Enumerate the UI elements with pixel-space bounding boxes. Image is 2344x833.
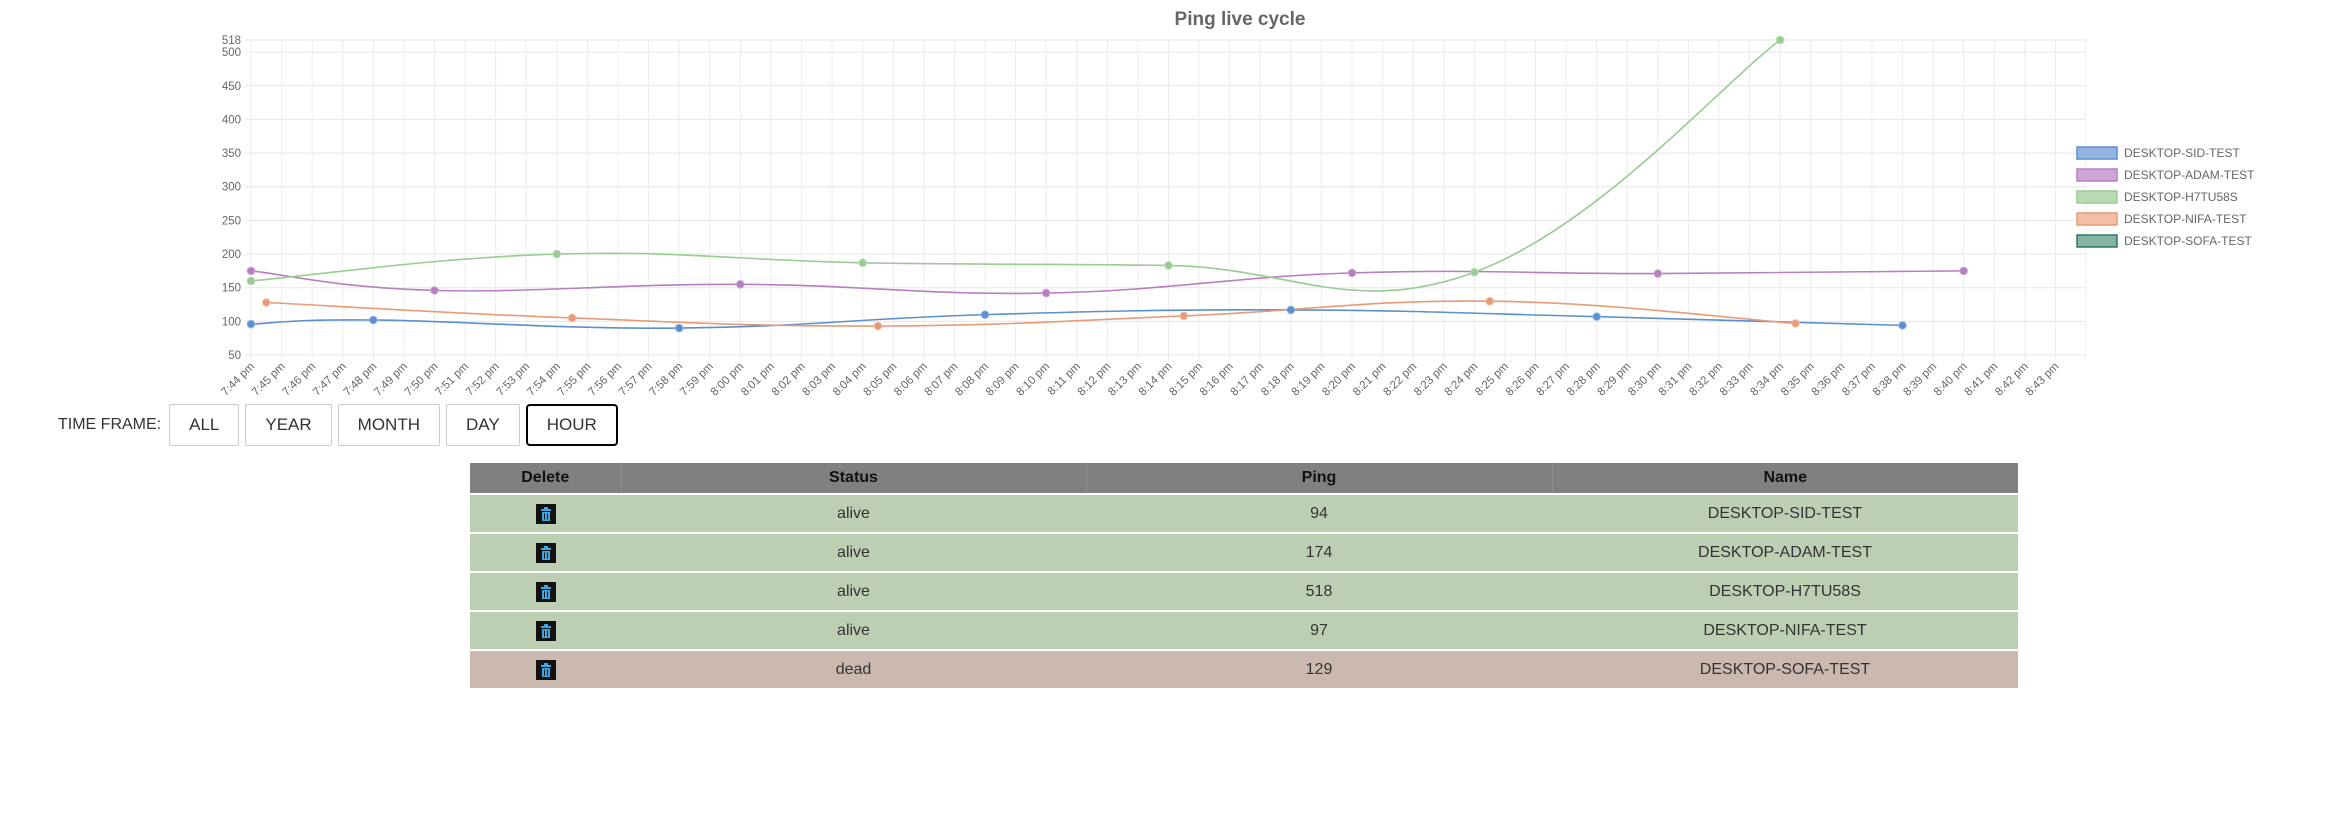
devices-table: Delete Status Ping Name alive 94 DESKTOP… [470,463,2018,688]
data-point-desktop-sid-test [980,310,990,319]
name-cell: DESKTOP-SOFA-TEST [1552,649,2018,688]
data-point-desktop-adam-test [1959,266,1968,276]
name-cell: DESKTOP-SID-TEST [1552,493,2018,533]
series-line-desktop-nifa-test [266,300,1796,327]
status-column-header: Status [620,463,1086,494]
ping-cell: 129 [1086,649,1552,688]
ping-cell: 174 [1086,532,1552,572]
y-tick-label: 300 [222,182,241,194]
data-point-desktop-h7tu58s [246,276,256,286]
legend-swatch-desktop-nifa-test [2076,212,2118,226]
timeframe-day-button[interactable]: DAY [445,404,520,446]
y-tick-label: 50 [228,350,241,362]
data-point-desktop-sid-test [1898,321,1907,330]
data-point-desktop-sid-test [1592,312,1601,321]
y-tick-label: 150 [222,283,241,295]
delete-cell [470,610,621,650]
data-point-desktop-adam-test [736,280,745,289]
time-frame-label: TIME FRAME: [58,416,162,433]
data-point-desktop-h7tu58s [1470,267,1479,277]
timeframe-month-button[interactable]: MONTH [337,404,440,446]
timeframe-all-button[interactable]: ALL [169,404,240,446]
status-cell: alive [621,610,1086,650]
trash-icon[interactable] [535,503,556,524]
delete-cell [470,493,621,533]
data-point-desktop-adam-test [1041,288,1051,298]
ping-column-header: Ping [1085,463,1552,494]
y-tick-label: 500 [222,47,241,59]
data-point-desktop-nifa-test [1485,296,1494,306]
x-tick-label: 8:10 pm [1014,361,1052,399]
y-tick-label: 350 [222,148,241,160]
data-point-desktop-adam-test [246,266,256,276]
data-point-desktop-nifa-test [567,313,577,323]
timeframe-hour-button[interactable]: HOUR [525,404,618,446]
trash-icon[interactable] [535,581,556,602]
legend-label-desktop-sid-test: DESKTOP-SID-TEST [2124,146,2240,160]
name-column-header: Name [1551,463,2018,494]
y-tick-label: 250 [222,215,241,227]
time-frame-selector: TIME FRAME: ALL YEAR MONTH DAY HOUR [58,403,618,447]
data-point-desktop-sid-test [246,319,256,329]
table-header-row: Delete Status Ping Name [470,463,2018,494]
data-point-desktop-sid-test [674,323,684,333]
ping-chart: Ping live cycle 50 100 150 200 250 300 350 400 4… [219,9,2255,399]
data-point-desktop-adam-test [430,286,439,295]
status-cell: dead [621,649,1086,688]
name-cell: DESKTOP-H7TU58S [1552,571,2018,611]
status-cell: alive [621,571,1086,611]
legend-label-desktop-h7tu58s: DESKTOP-H7TU58S [2124,190,2238,204]
data-point-desktop-h7tu58s [1164,261,1173,270]
table-row: alive 94 DESKTOP-SID-TEST [470,493,2018,533]
legend-label-desktop-adam-test: DESKTOP-ADAM-TEST [2124,168,2255,182]
legend-swatch-desktop-sofa-test [2076,234,2118,248]
delete-column-header: Delete [470,463,621,494]
trash-icon[interactable] [535,659,556,680]
legend-label-desktop-sofa-test: DESKTOP-SOFA-TEST [2124,234,2252,248]
data-point-desktop-nifa-test [1791,319,1800,328]
x-tick-label: 8:43 pm [2024,361,2062,399]
legend-swatch-desktop-sid-test [2076,146,2118,160]
legend-swatch-desktop-adam-test [2076,168,2118,182]
ping-cell: 94 [1086,493,1552,533]
table-row: dead 129 DESKTOP-SOFA-TEST [470,649,2018,688]
status-cell: alive [621,493,1086,533]
delete-cell [470,532,621,572]
data-point-desktop-sid-test [1286,305,1296,315]
legend-label-desktop-nifa-test: DESKTOP-NIFA-TEST [2124,212,2247,226]
table-row: alive 97 DESKTOP-NIFA-TEST [470,610,2018,650]
series-line-desktop-h7tu58s [250,39,1781,292]
trash-icon[interactable] [535,620,556,641]
data-point-desktop-nifa-test [1179,311,1189,321]
chart-title: Ping live cycle [1175,9,1306,30]
legend-swatch-desktop-h7tu58s [2076,190,2118,204]
data-point-desktop-nifa-test [261,298,271,307]
y-tick-label: 400 [222,114,241,126]
name-cell: DESKTOP-ADAM-TEST [1552,532,2018,572]
data-point-desktop-adam-test [1653,269,1663,278]
data-point-desktop-sid-test [369,315,378,325]
delete-cell [470,571,621,611]
y-tick-label: 450 [222,81,241,93]
trash-icon[interactable] [535,542,556,563]
data-point-desktop-adam-test [1347,268,1357,278]
table-row: alive 518 DESKTOP-H7TU58S [470,571,2018,611]
data-point-desktop-h7tu58s [1775,35,1785,45]
ping-cell: 518 [1086,571,1552,611]
data-point-desktop-nifa-test [873,321,883,331]
data-point-desktop-h7tu58s [552,249,562,259]
y-tick-label: 100 [222,316,241,328]
data-point-desktop-h7tu58s [858,258,867,268]
status-cell: alive [621,532,1086,572]
y-tick-label: 200 [222,249,241,261]
name-cell: DESKTOP-NIFA-TEST [1552,610,2018,650]
ping-cell: 97 [1086,610,1552,650]
delete-cell [470,649,621,688]
table-row: alive 174 DESKTOP-ADAM-TEST [470,532,2018,572]
timeframe-year-button[interactable]: YEAR [245,404,332,446]
y-tick-label: 518 [222,35,241,47]
